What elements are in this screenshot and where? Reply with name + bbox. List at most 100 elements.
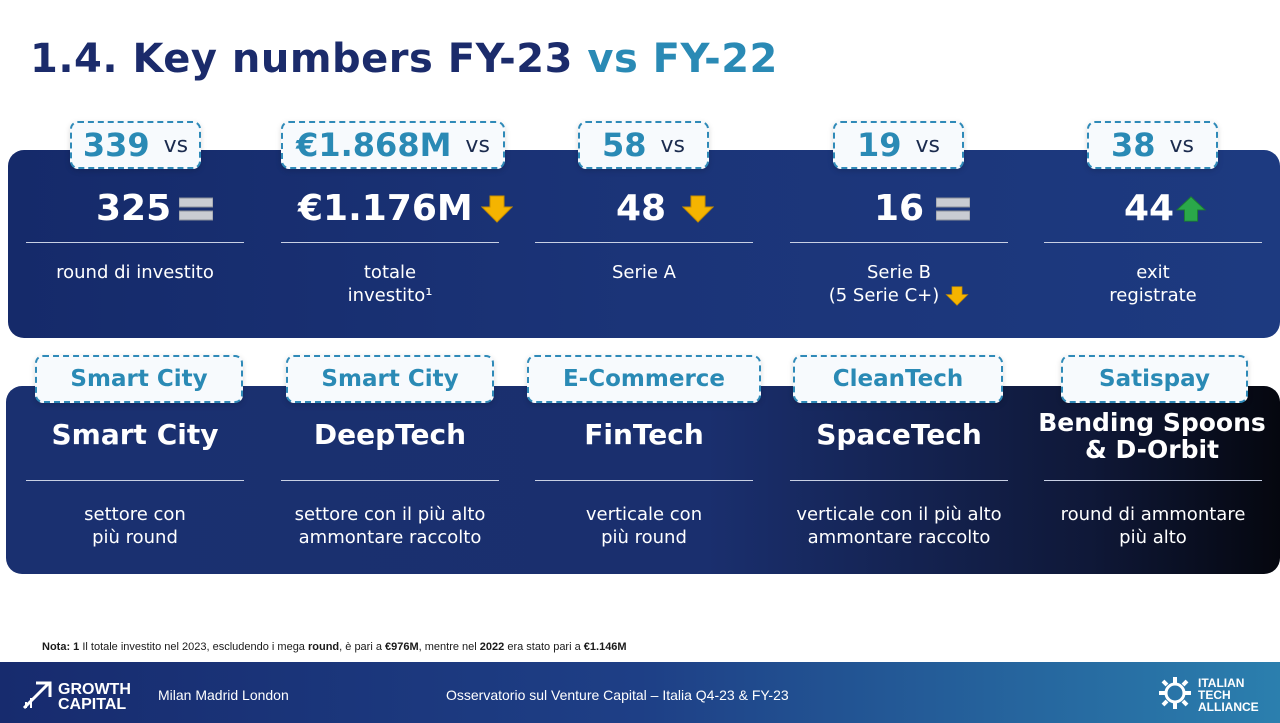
vs-label: vs bbox=[1169, 132, 1194, 158]
equal-icon bbox=[179, 196, 214, 222]
metric-previous-serie-a: 48 bbox=[616, 188, 715, 229]
growth-capital-logo: GROWTH CAPITAL bbox=[22, 680, 131, 714]
footer-cities: Milan Madrid London bbox=[158, 687, 289, 703]
sector-previous: Smart City bbox=[51, 418, 219, 451]
sector-badge-1: Smart City bbox=[35, 355, 243, 403]
sector-previous: DeepTech bbox=[313, 418, 467, 451]
metric-badge-rounds: 339 vs bbox=[70, 121, 201, 169]
metric-label-line1: round di investito bbox=[56, 262, 214, 283]
footer-bar: GROWTH CAPITAL Milan Madrid London Osser… bbox=[0, 662, 1280, 723]
logo-line2: CAPITAL bbox=[58, 696, 127, 713]
metric-badge-serie-a: 58 vs bbox=[578, 121, 709, 169]
sector-previous-line1: Bending Spoons bbox=[1038, 408, 1266, 437]
metric-current-value: 339 bbox=[82, 126, 150, 164]
arrow-down-icon bbox=[682, 195, 715, 223]
sector-label-3: verticale con più round bbox=[535, 503, 753, 549]
metric-label-line2: investito¹ bbox=[347, 285, 433, 306]
metric-badge-serie-b: 19 vs bbox=[833, 121, 964, 169]
metric-label-line2: (5 Serie C+) bbox=[828, 285, 940, 306]
growth-arrow-icon bbox=[22, 680, 54, 714]
sector-current: CleanTech bbox=[832, 366, 964, 392]
sector-label-line2: ammontare raccolto bbox=[807, 527, 991, 548]
note-bold: round bbox=[307, 641, 340, 653]
sector-previous-line2: & D-Orbit bbox=[1084, 435, 1220, 464]
sector-previous: FinTech bbox=[584, 418, 704, 451]
note-text: , è pari a bbox=[339, 641, 386, 653]
sector-label-line2: più round bbox=[601, 527, 687, 548]
italian-tech-alliance-logo: ITALIAN TECH ALLIANCE bbox=[1158, 676, 1259, 714]
divider bbox=[26, 242, 244, 243]
sector-current: Satispay bbox=[1099, 366, 1210, 392]
metrics-band bbox=[8, 150, 1280, 338]
arrow-down-icon bbox=[945, 285, 969, 306]
sector-label-line1: settore con bbox=[84, 504, 186, 525]
divider bbox=[26, 480, 244, 481]
note-bold: €1.146M bbox=[583, 641, 627, 653]
metric-label-serie-a: Serie A bbox=[535, 261, 753, 284]
metric-previous-exit: 44 bbox=[1124, 188, 1207, 229]
metric-label-line2: registrate bbox=[1109, 285, 1197, 306]
metric-label-line2-row: (5 Serie C+) bbox=[790, 284, 1008, 307]
sector-current: Smart City bbox=[70, 366, 208, 392]
metric-previous-value: 16 bbox=[874, 188, 925, 229]
gear-icon bbox=[1158, 676, 1192, 714]
metric-label-line1: exit bbox=[1136, 262, 1170, 283]
metric-current-value: 19 bbox=[856, 126, 902, 164]
metric-current-value: 38 bbox=[1110, 126, 1156, 164]
sector-label-line1: verticale con bbox=[585, 504, 703, 525]
logo-line2: TECH bbox=[1198, 688, 1231, 702]
metric-label-invested: totale investito¹ bbox=[281, 261, 499, 307]
arrow-up-icon bbox=[1176, 195, 1207, 223]
logo-line1: GROWTH bbox=[58, 681, 131, 698]
arrow-down-icon bbox=[480, 195, 513, 223]
sector-label-line1: verticale con il più alto bbox=[796, 504, 1002, 525]
vs-label: vs bbox=[163, 132, 189, 158]
divider bbox=[790, 480, 1008, 481]
divider bbox=[281, 242, 499, 243]
metric-previous-value: 44 bbox=[1124, 188, 1175, 229]
note-prefix: Nota: 1 bbox=[42, 641, 80, 653]
sector-label-line1: settore con il più alto bbox=[294, 504, 486, 525]
vs-label: vs bbox=[915, 132, 940, 158]
sector-label-1: settore con più round bbox=[26, 503, 244, 549]
metric-label-line1: totale bbox=[363, 262, 417, 283]
sector-label-line2: ammontare raccolto bbox=[298, 527, 482, 548]
metric-previous-value: 325 bbox=[96, 188, 172, 229]
divider bbox=[281, 480, 499, 481]
equal-icon bbox=[936, 196, 971, 222]
sector-label-line1: round di ammontare bbox=[1060, 504, 1246, 525]
sector-label-5: round di ammontare più alto bbox=[1034, 503, 1272, 549]
metric-label-line1: Serie B bbox=[866, 262, 932, 283]
title-main: 1.4. Key numbers FY-23 bbox=[30, 36, 573, 82]
metric-label-exit: exit registrate bbox=[1044, 261, 1262, 307]
sector-label-line2: più round bbox=[92, 527, 178, 548]
metric-label-line1: Serie A bbox=[611, 262, 676, 283]
sector-badge-5: Satispay bbox=[1061, 355, 1248, 403]
divider bbox=[535, 480, 753, 481]
title-accent: vs FY-22 bbox=[587, 36, 778, 82]
note-text: Il totale investito nel 2023, escludendo… bbox=[79, 641, 308, 653]
page-title: 1.4. Key numbers FY-23 vs FY-22 bbox=[30, 36, 778, 82]
metric-badge-exit: 38 vs bbox=[1087, 121, 1218, 169]
metric-current-value: €1.868M bbox=[296, 126, 452, 164]
metric-label-rounds: round di investito bbox=[26, 261, 244, 284]
metric-previous-value: 48 bbox=[616, 188, 667, 229]
vs-label: vs bbox=[660, 132, 685, 158]
logo-line1: ITALIAN bbox=[1198, 676, 1245, 690]
sector-badge-3: E-Commerce bbox=[527, 355, 761, 403]
metric-badge-invested: €1.868M vs bbox=[281, 121, 505, 169]
metric-previous-value: €1.176M bbox=[298, 188, 473, 229]
sector-previous: Bending Spoons & D-Orbit bbox=[1029, 409, 1275, 463]
metric-label-serie-b: Serie B (5 Serie C+) bbox=[790, 261, 1008, 307]
metric-previous-invested: €1.176M bbox=[298, 188, 513, 229]
sector-badge-2: Smart City bbox=[286, 355, 494, 403]
sector-badge-4: CleanTech bbox=[793, 355, 1003, 403]
sector-label-2: settore con il più alto ammontare raccol… bbox=[270, 503, 510, 549]
note-text: , mentre nel bbox=[418, 641, 480, 653]
note-text: era stato pari a bbox=[504, 641, 584, 653]
divider bbox=[535, 242, 753, 243]
note-bold: €976M bbox=[385, 641, 419, 653]
logo-line3: ALLIANCE bbox=[1198, 700, 1259, 714]
vs-label: vs bbox=[465, 132, 490, 158]
note-bold: 2022 bbox=[479, 641, 505, 653]
